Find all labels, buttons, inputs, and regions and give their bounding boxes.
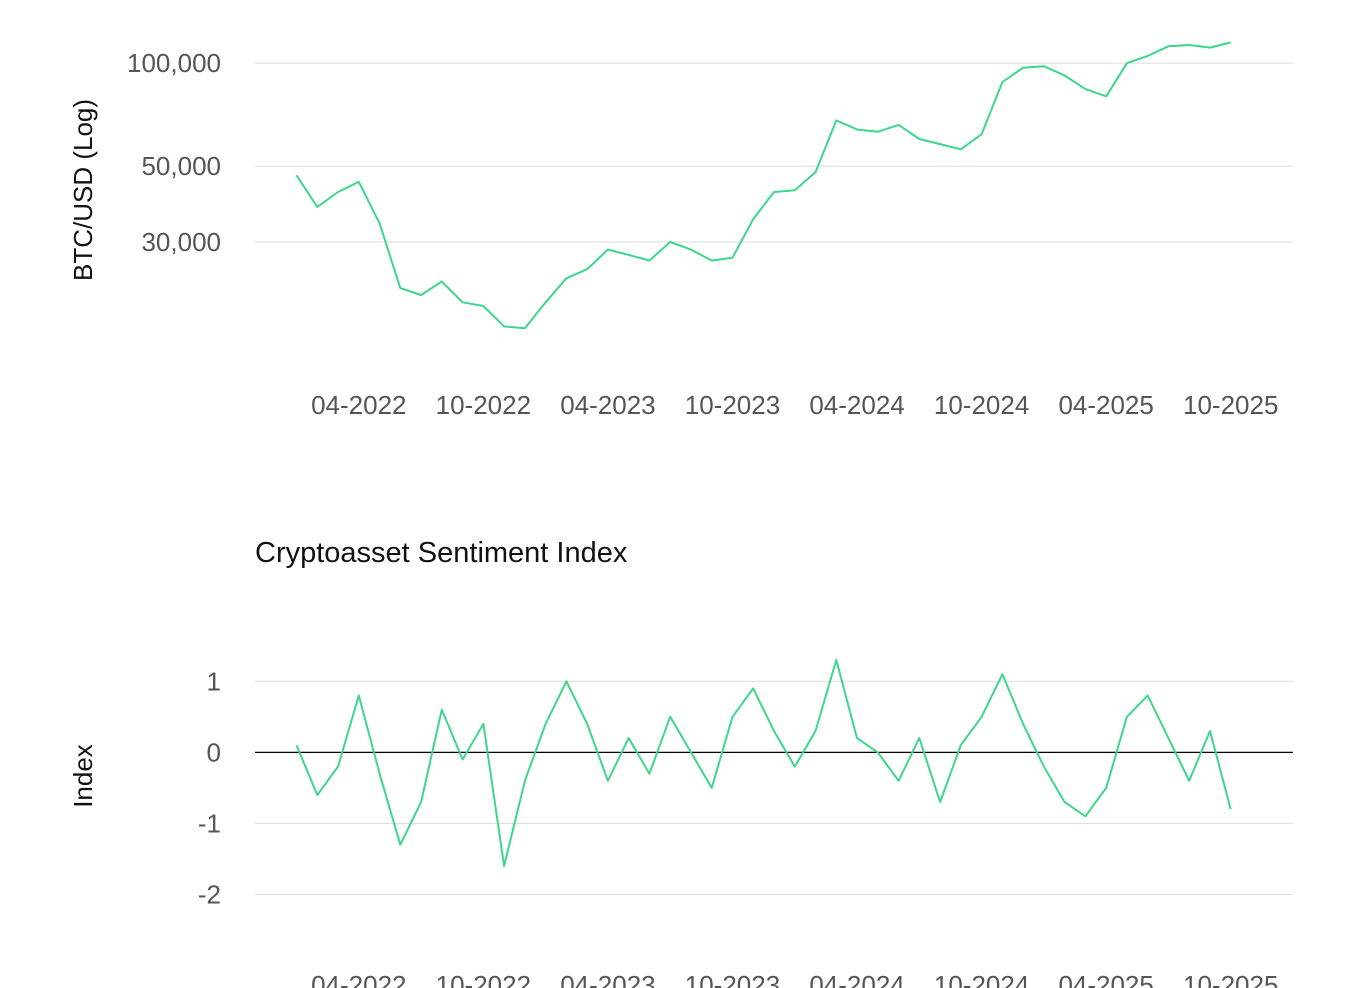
sentiment-index-chart: Cryptoasset Sentiment Index 1 0 -1 -2 04-20… <box>68 537 1293 988</box>
sentiment-y-axis-title: Index <box>68 744 98 808</box>
x-tick-label: 04-2023 <box>560 390 655 420</box>
x-tick-label: 10-2022 <box>436 390 531 420</box>
x-tick-label: 10-2025 <box>1183 390 1278 420</box>
x-tick-label: 10-2023 <box>685 970 780 988</box>
sentiment-gridlines <box>255 680 1293 895</box>
series-line <box>295 659 1232 867</box>
x-tick-label: 10-2024 <box>934 390 1029 420</box>
btc-y-tick-labels: 30,000 50,000 100,000 <box>127 48 221 257</box>
x-tick-label: 04-2022 <box>311 390 406 420</box>
btc-y-axis-title: BTC/USD (Log) <box>68 99 98 281</box>
x-tick-label: 04-2025 <box>1058 390 1153 420</box>
y-tick-label: -1 <box>198 808 221 838</box>
sentiment-series <box>295 659 1232 867</box>
x-tick-label: 10-2022 <box>436 970 531 988</box>
x-tick-label: 10-2023 <box>685 390 780 420</box>
sentiment-chart-title: Cryptoasset Sentiment Index <box>255 537 628 569</box>
x-tick-label: 04-2025 <box>1058 970 1153 988</box>
x-tick-label: 04-2023 <box>560 970 655 988</box>
btc-series <box>295 41 1231 330</box>
y-tick-label: 0 <box>207 737 221 767</box>
y-tick-label: 30,000 <box>141 227 221 257</box>
btc-gridlines <box>255 62 1293 243</box>
x-tick-label: 10-2024 <box>934 970 1029 988</box>
sentiment-x-tick-labels: 04-2022 10-2022 04-2023 10-2023 04-2024 10-20… <box>311 970 1278 988</box>
x-tick-label: 04-2024 <box>809 970 904 988</box>
sentiment-y-tick-labels: 1 0 -1 -2 <box>198 666 221 909</box>
x-tick-label: 10-2025 <box>1183 970 1278 988</box>
x-tick-label: 04-2022 <box>311 970 406 988</box>
y-tick-label: 1 <box>207 666 221 696</box>
btc-x-tick-labels: 04-2022 10-2022 04-2023 10-2023 04-2024 10-20… <box>311 390 1278 420</box>
y-tick-label: -2 <box>198 879 221 909</box>
y-tick-label: 100,000 <box>127 48 221 78</box>
series-line <box>295 41 1231 330</box>
y-tick-label: 50,000 <box>141 151 221 181</box>
x-tick-label: 04-2024 <box>809 390 904 420</box>
